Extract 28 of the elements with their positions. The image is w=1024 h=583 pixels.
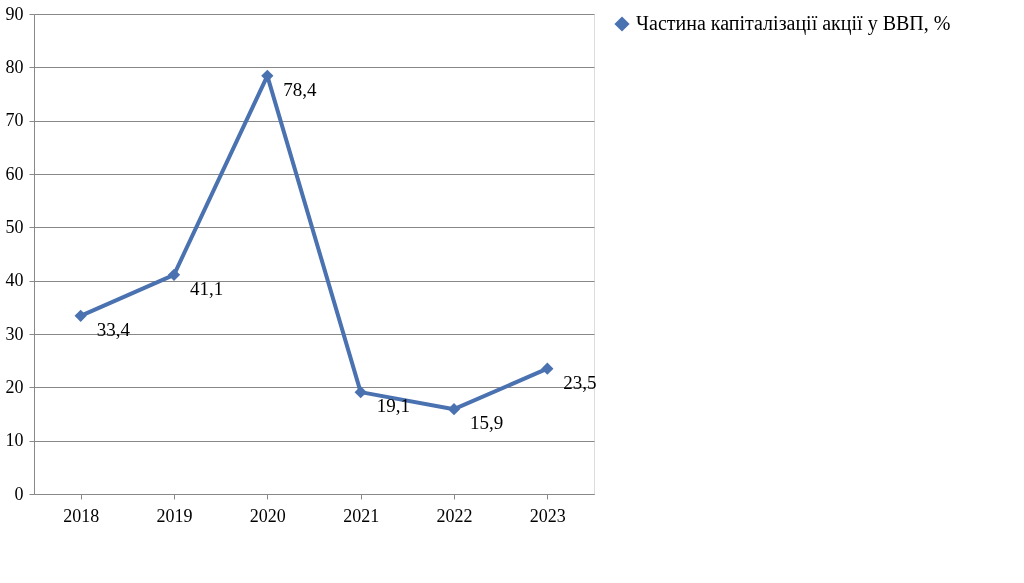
y-tick-label: 60 <box>5 163 24 184</box>
x-tick-label: 2020 <box>249 505 286 526</box>
data-label: 78,4 <box>283 78 318 100</box>
data-label: 15,9 <box>470 412 504 434</box>
data-label: 23,5 <box>563 371 597 393</box>
point <box>447 403 461 416</box>
point <box>541 362 554 375</box>
point <box>74 309 87 322</box>
x-tick-label: 2019 <box>156 505 193 526</box>
data-label: 41,1 <box>190 277 224 299</box>
y-tick-label: 50 <box>5 216 24 237</box>
point <box>167 268 181 281</box>
y-tick-label: 30 <box>5 323 24 344</box>
x-tick-label: 2022 <box>436 505 473 526</box>
legend-label: Частина капіталізації акції у ВВП, % <box>636 12 951 35</box>
data-label: 33,4 <box>96 318 131 340</box>
y-tick-label: 80 <box>5 56 24 77</box>
x-tick-label: 2023 <box>529 505 566 526</box>
y-tick-label: 10 <box>5 430 24 451</box>
point <box>354 386 367 399</box>
x-tick-label: 2021 <box>343 505 380 526</box>
y-tick-label: 90 <box>5 3 24 24</box>
x-tick-label: 2018 <box>63 505 100 526</box>
data-label: 19,1 <box>376 395 410 417</box>
y-tick-label: 0 <box>14 483 24 504</box>
y-tick-label: 40 <box>5 270 24 291</box>
y-tick-label: 70 <box>5 110 24 131</box>
y-tick-label: 20 <box>5 376 24 397</box>
